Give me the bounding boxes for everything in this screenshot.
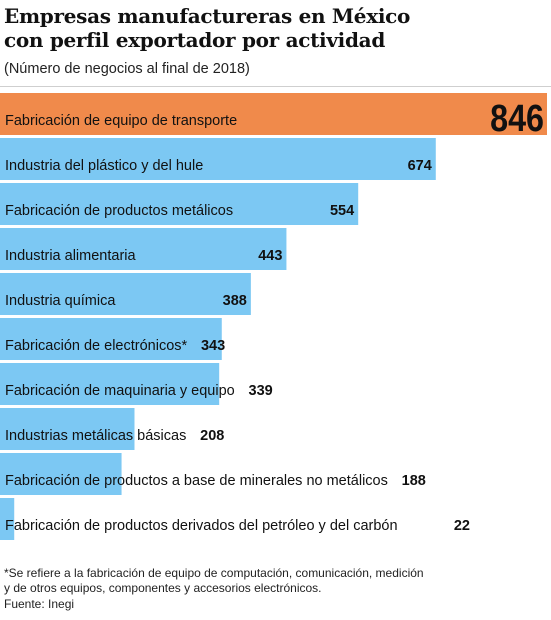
category-label-4: Industria química <box>5 293 116 309</box>
chart-title-line-1: Empresas manufactureras en México <box>4 4 411 28</box>
category-label-6: Fabricación de maquinaria y equipo <box>5 383 235 399</box>
bar-5 <box>0 318 222 360</box>
category-label-1: Industria del plástico y del hule <box>5 158 203 174</box>
bar-4 <box>0 273 251 315</box>
category-label-2: Fabricación de productos metálicos <box>5 203 233 219</box>
value-label-8: 188 <box>402 473 426 489</box>
bar-chart: Fabricación de equipo de transporte 846 In… <box>0 93 547 540</box>
value-label-6: 339 <box>249 383 273 399</box>
category-label-9: Fabricación de productos derivados del p… <box>5 518 398 534</box>
category-label-3: Industria alimentaria <box>5 248 136 264</box>
bar-8 <box>0 453 122 495</box>
footnote-line-2: y de otros equipos, componentes y acceso… <box>4 581 322 595</box>
value-label-0: 846 <box>490 98 544 140</box>
bar-9 <box>0 498 15 540</box>
value-label-4: 388 <box>223 293 247 309</box>
footnote: *Se refiere a la fabricación de equipo d… <box>4 566 524 596</box>
value-label-9: 22 <box>454 518 470 534</box>
bar-3 <box>0 228 287 270</box>
source-note: Fuente: Inegi <box>4 597 75 611</box>
value-label-2: 554 <box>330 203 354 219</box>
value-label-1: 674 <box>408 158 432 174</box>
category-label-0: Fabricación de equipo de transporte <box>5 113 237 129</box>
chart-subtitle: (Número de negocios al final de 2018) <box>4 61 250 77</box>
bar-2 <box>0 183 359 225</box>
bar-0 <box>0 93 547 135</box>
value-label-5: 343 <box>201 338 225 354</box>
chart-title: Empresas manufactureras en México con pe… <box>4 4 544 52</box>
value-label-7: 208 <box>200 428 224 444</box>
bar-7 <box>0 408 135 450</box>
bar-6 <box>0 363 220 405</box>
value-label-3: 443 <box>258 248 282 264</box>
bar-1 <box>0 138 436 180</box>
category-label-8: Fabricación de productos a base de miner… <box>5 473 388 489</box>
category-label-7: Industrias metálicas básicas <box>5 428 186 444</box>
category-label-5: Fabricación de electrónicos* <box>5 338 188 354</box>
header-divider <box>0 86 551 87</box>
chart-title-line-2: con perfil exportador por actividad <box>4 28 386 52</box>
footnote-line-1: *Se refiere a la fabricación de equipo d… <box>4 566 424 580</box>
